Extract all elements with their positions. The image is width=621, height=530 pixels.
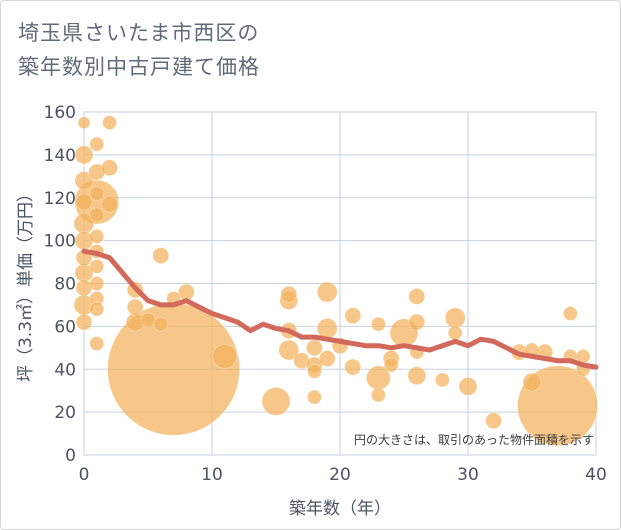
bubble-point (212, 343, 238, 369)
bubble-point (152, 247, 170, 265)
bubble-point (74, 171, 94, 191)
bubble-point (522, 372, 542, 392)
bubble-point (101, 195, 118, 213)
bubble-point (344, 358, 362, 376)
bubble-point (458, 376, 478, 396)
y-tick-label: 60 (54, 317, 76, 337)
x-tick-label: 30 (457, 465, 479, 485)
x-tick-label: 40 (585, 465, 607, 485)
bubble-point (101, 159, 118, 177)
bubble-point (407, 366, 427, 386)
bubble-point (444, 307, 466, 329)
bubble-point (74, 145, 94, 165)
bubble-point (280, 285, 298, 303)
bubble-point (89, 136, 105, 152)
bubble-point (89, 228, 105, 244)
bubble-point (89, 207, 105, 223)
bubble-point (140, 312, 156, 328)
bubble-point (89, 276, 105, 291)
bubble-point (75, 313, 93, 331)
bubble-point (89, 258, 105, 274)
bubble-point (89, 186, 105, 201)
trend-series (81, 248, 599, 370)
chart-title-line-1: 埼玉県さいたま市西区の (18, 21, 260, 45)
bubble-point (306, 389, 322, 405)
bubble-point (383, 357, 399, 373)
y-tick-label: 80 (54, 275, 76, 295)
bubble-point (75, 193, 93, 211)
chart-title: 埼玉県さいたま市西区の 築年数別中古戸建て価格 (18, 16, 260, 84)
bubble-point (306, 363, 322, 379)
bubble-point (126, 298, 144, 316)
bubble-point (316, 281, 338, 303)
bubble-point (408, 287, 426, 305)
y-tick-label: 120 (44, 189, 76, 209)
bubble-point (370, 387, 386, 403)
y-tick-label: 0 (65, 446, 76, 466)
bubble-point (563, 306, 578, 321)
y-axis-title: 坪（3.3㎡）単価（万円） (16, 185, 36, 382)
y-tick-label: 20 (54, 403, 76, 423)
y-tick-label: 40 (54, 360, 76, 380)
y-tick-label: 100 (44, 232, 76, 252)
bubble-series (73, 115, 598, 447)
size-note: 円の大きさは、取引のあった物件面積を示す (354, 432, 594, 447)
bubble-point (278, 339, 300, 361)
bubble-point (305, 339, 323, 357)
bubble-point (318, 350, 336, 367)
y-tick-label: 140 (44, 146, 76, 166)
bubble-point (77, 116, 91, 130)
bubble-point (153, 316, 169, 332)
bubble-point (89, 301, 105, 317)
tick-labels: 0 10 20 30 40 0 20 40 60 80 100 120 140 160 (44, 103, 607, 485)
bubble-point (74, 179, 120, 225)
trend-line (81, 248, 599, 370)
bubble-point (485, 412, 503, 430)
y-tick-label: 160 (44, 103, 76, 123)
bubble-point (102, 115, 117, 131)
bubble-point (408, 313, 426, 331)
chart-title-line-2: 築年数別中古戸建て価格 (18, 55, 260, 79)
bubble-point (261, 387, 291, 416)
x-axis-title: 築年数（年） (289, 499, 391, 519)
bubble-point (447, 325, 463, 341)
bubble-point (344, 307, 362, 325)
bubble-point (89, 336, 105, 351)
x-tick-label: 10 (201, 465, 223, 485)
x-tick-label: 0 (79, 465, 90, 485)
bubble-point (434, 372, 450, 388)
bubble-point (370, 316, 386, 332)
x-tick-label: 20 (329, 465, 351, 485)
